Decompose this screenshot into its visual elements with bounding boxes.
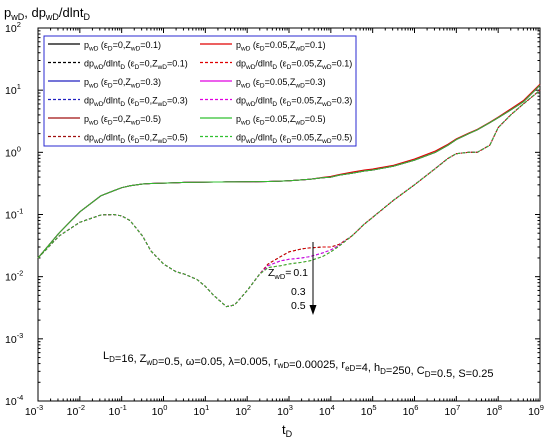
y-tick-label: 101: [5, 82, 21, 97]
x-tick-label: 107: [444, 403, 460, 418]
zwd-value-0.3: 0.3: [291, 286, 306, 298]
y-tick-label: 102: [5, 20, 21, 35]
axis-ticks: 10-3 10-2 10-1 100 101 102 103 104 105 106 107 108 1…: [5, 20, 544, 418]
legend-label: pwD (εD=0.05,ZwD=0.3): [236, 77, 326, 90]
legend-label: dpwD/dlntD (εD=0.05,ZwD=0.5): [236, 133, 352, 146]
legend-label: dpwD/dlntD (εD=0,ZwD=0.3): [84, 96, 188, 109]
y-tick-label: 10-3: [5, 331, 23, 346]
y-axis-title: pwD, dpwD/dlntD: [4, 5, 91, 22]
x-tick-label: 100: [152, 403, 168, 418]
legend-label: pwD (εD=0,ZwD=0.3): [84, 77, 161, 90]
y-tick-label: 10-1: [5, 207, 23, 222]
x-tick-label: 10-2: [67, 403, 85, 418]
x-tick-label: 102: [235, 403, 251, 418]
legend-box: [43, 35, 357, 147]
x-tick-label: 104: [319, 403, 335, 418]
parameter-text: LD=16, ZwD=0.5, ω=0.05, λ=0.005, rwD=0.0…: [103, 350, 494, 380]
x-tick-label: 103: [277, 403, 293, 418]
legend-label: pwD (εD=0,ZwD=0.1): [84, 40, 161, 53]
y-tick-label: 100: [5, 144, 21, 159]
x-tick-label: 106: [403, 403, 419, 418]
series-line-10: [37, 84, 541, 259]
x-tick-label: 109: [528, 403, 544, 418]
legend-label: dpwD/dlntD (εD=0,ZwD=0.5): [84, 133, 188, 146]
y-tick-label: 10-2: [5, 269, 23, 284]
series-layer: [37, 83, 541, 308]
zwd-label: ZwD= 0.1: [268, 267, 308, 281]
legend-label: pwD (εD=0.05,ZwD=0.5): [236, 114, 326, 127]
x-tick-label: 101: [193, 403, 209, 418]
x-tick-label: 10-3: [25, 403, 43, 418]
legend-label: dpwD/dlntD (εD=0.05,ZwD=0.1): [236, 59, 352, 72]
zwd-annotation: ZwD= 0.1 0.3 0.5: [268, 242, 317, 315]
legend-label: pwD (εD=0.05,ZwD=0.1): [236, 40, 326, 53]
x-tick-label: 10-1: [108, 403, 126, 418]
legend: pwD (εD=0,ZwD=0.1) pwD (εD=0.05,ZwD=0.1) d…: [43, 35, 357, 147]
legend-label: pwD (εD=0,ZwD=0.5): [84, 114, 161, 127]
x-tick-label: 108: [486, 403, 502, 418]
legend-label: dpwD/dlntD (εD=0.05,ZwD=0.3): [236, 96, 352, 109]
x-tick-label: 105: [361, 403, 377, 418]
legend-entries: pwD (εD=0,ZwD=0.1) pwD (εD=0.05,ZwD=0.1) d…: [48, 40, 352, 145]
zwd-arrow-head: [309, 305, 317, 315]
legend-label: dpwD/dlntD (εD=0,ZwD=0.1): [84, 59, 188, 72]
series-line-12: [37, 89, 541, 308]
x-axis-title: tD: [282, 422, 293, 439]
zwd-value-0.5: 0.5: [291, 300, 306, 312]
y-tick-label: 10-4: [5, 393, 23, 408]
series-line-4: [37, 89, 541, 308]
